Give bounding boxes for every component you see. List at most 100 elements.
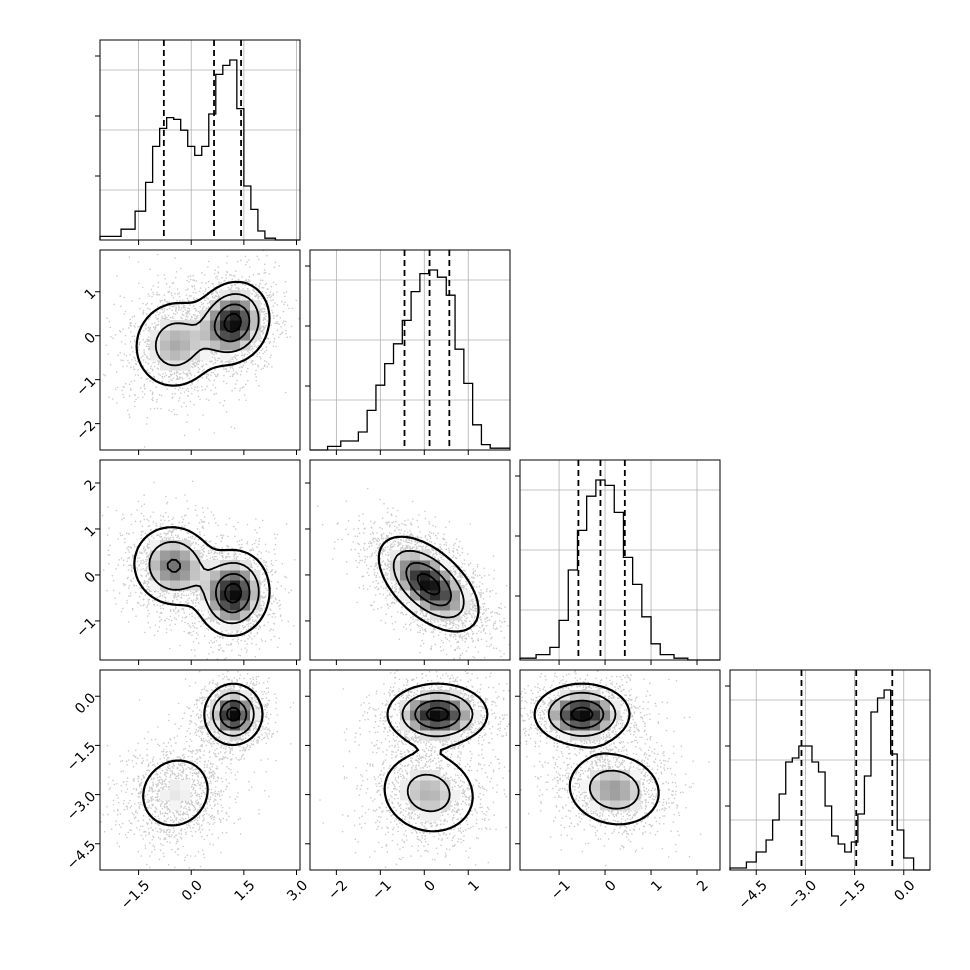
density-cell [580, 690, 591, 701]
density-cell [620, 790, 631, 801]
contour-line [142, 682, 264, 827]
density-cell [170, 550, 181, 561]
density-cell [250, 590, 261, 601]
panel-content [319, 670, 510, 868]
panel-content [520, 670, 710, 867]
panel-frame [519, 459, 721, 661]
density-cell [610, 800, 621, 811]
histogram-step-line [99, 59, 300, 241]
contour-line [377, 535, 480, 633]
density-cell [220, 600, 231, 611]
density-cell [420, 600, 431, 611]
contour-line [392, 549, 465, 619]
density-cell [440, 610, 451, 621]
density-cell [200, 560, 211, 571]
scatter-panel-0-2 [99, 459, 301, 661]
contour-line [570, 706, 594, 722]
density-cell [160, 580, 171, 591]
density-cell [210, 580, 221, 591]
density-cell [400, 720, 411, 731]
density-cell [220, 700, 231, 711]
density-cell [450, 720, 461, 731]
density-cell [450, 580, 461, 591]
density-cell [230, 290, 241, 301]
density-cell [190, 340, 201, 351]
density-cell [170, 570, 181, 581]
histogram-step-line [519, 479, 720, 661]
density-cell [590, 780, 601, 791]
density-cell [460, 700, 471, 711]
density-cell [200, 570, 211, 581]
density-cell [410, 780, 421, 791]
density-cell [220, 350, 231, 361]
density-cell [400, 710, 411, 721]
density-cell [180, 340, 191, 351]
density-cell [410, 560, 421, 571]
density-cell [440, 720, 451, 731]
density-cell [220, 620, 231, 631]
contour-line [559, 699, 605, 729]
density-cell [160, 790, 171, 801]
density-cell [600, 790, 611, 801]
density-cell [220, 730, 231, 741]
contour-line [213, 303, 251, 343]
density-cell [160, 570, 171, 581]
panel-frame [99, 669, 301, 871]
x-tick-label: 0 [602, 877, 620, 895]
density-cell [240, 590, 251, 601]
density-cell [200, 350, 211, 361]
density-cell [240, 320, 251, 331]
x-tick-label: 1 [465, 877, 483, 895]
density-cell [150, 350, 161, 361]
contour-line [133, 526, 271, 637]
density-cell [610, 770, 621, 781]
density-cell [160, 320, 171, 331]
density-cell [190, 560, 201, 571]
density-cell [200, 340, 211, 351]
density-cell [420, 590, 431, 601]
density-cell [430, 710, 441, 721]
density-cell [150, 550, 161, 561]
density-cell [150, 580, 161, 591]
density-cell [190, 330, 201, 341]
density-cell [620, 800, 631, 811]
density-cell [620, 780, 631, 791]
x-tick-label: −1 [548, 877, 574, 903]
density-cell [400, 780, 411, 791]
x-tick-label: −3.0 [785, 877, 820, 912]
contour-line [224, 582, 243, 604]
density-cell [420, 810, 431, 821]
density-cell [230, 610, 241, 621]
contour-line [135, 280, 271, 387]
density-cell [440, 580, 451, 591]
density-cell [450, 710, 461, 721]
density-cell [410, 590, 421, 601]
density-cell [170, 320, 181, 331]
density-cell [590, 790, 601, 801]
histogram-step-line [729, 689, 930, 871]
density-cell [620, 770, 631, 781]
density-cell [250, 310, 261, 321]
panel-content [100, 250, 300, 448]
panel-content [317, 487, 510, 660]
density-cell [250, 580, 261, 591]
density-cell [410, 550, 421, 561]
density-cell [160, 540, 171, 551]
contour-line [416, 572, 441, 596]
y-tick-label: −1 [73, 374, 99, 400]
density-cell [430, 560, 441, 571]
density-cell [600, 800, 611, 811]
density-cell [160, 360, 171, 371]
density-cell [430, 690, 441, 701]
density-cell [170, 790, 181, 801]
y-tick-label: 2 [82, 477, 100, 495]
contour-line [425, 706, 450, 722]
contour-line [405, 562, 452, 607]
contour-line [401, 691, 474, 813]
density-cell [440, 700, 451, 711]
density-cell [230, 330, 241, 341]
density-cell [420, 710, 431, 721]
x-tick-label: 0 [421, 877, 439, 895]
x-tick-label: −4.5 [736, 877, 771, 912]
density-cell [630, 800, 641, 811]
